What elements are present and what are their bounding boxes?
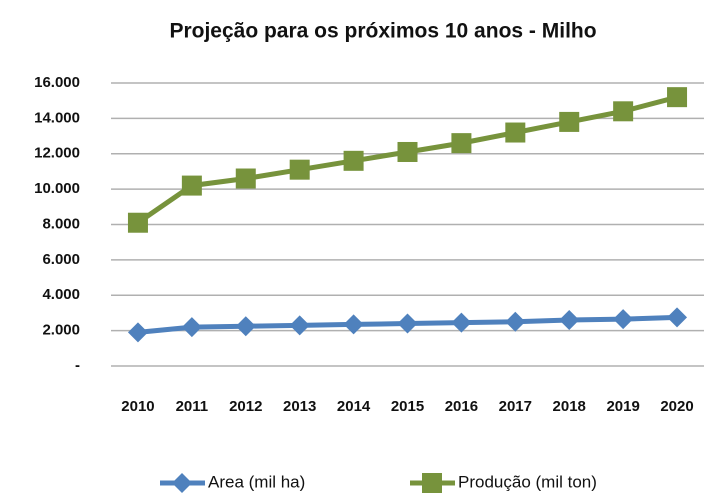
point: [451, 133, 472, 154]
x-tick-label: 2017: [499, 398, 532, 415]
point: [235, 316, 256, 337]
y-tick-label: 16.000: [34, 74, 80, 91]
x-tick-label: 2018: [553, 398, 586, 415]
x-tick-label: 2020: [660, 398, 693, 415]
point: [289, 159, 310, 180]
x-tick-label: 2014: [337, 398, 371, 415]
legend-label: Produção (mil ton): [458, 472, 597, 491]
y-tick-label: 4.000: [42, 286, 80, 303]
x-tick-label: 2016: [445, 398, 478, 415]
point: [181, 175, 202, 196]
point: [559, 310, 580, 331]
x-tick-label: 2019: [606, 398, 639, 415]
point: [289, 315, 310, 336]
point: [397, 141, 418, 162]
point: [613, 101, 634, 122]
x-tick-label: 2013: [283, 398, 316, 415]
y-tick-label: 2.000: [42, 322, 80, 339]
legend-marker: [422, 473, 442, 493]
x-tick-label: 2012: [229, 398, 262, 415]
x-tick-label: 2010: [121, 398, 154, 415]
point: [127, 322, 148, 343]
chart-title: Projeção para os próximos 10 anos - Milh…: [169, 20, 596, 43]
point: [127, 212, 148, 233]
y-tick-label: 6.000: [42, 251, 80, 268]
point: [505, 122, 526, 143]
x-tick-label: 2011: [176, 398, 209, 415]
point: [451, 312, 472, 333]
point: [613, 309, 634, 330]
x-tick-label: 2015: [391, 398, 424, 415]
point: [667, 87, 688, 108]
y-tick-label: 14.000: [34, 109, 80, 126]
y-tick-label: 12.000: [34, 145, 80, 162]
point: [505, 311, 526, 332]
y-tick-label: 8.000: [42, 215, 80, 232]
point: [397, 313, 418, 334]
legend-label: Area (mil ha): [208, 472, 305, 491]
legend-marker: [172, 473, 192, 493]
point: [235, 168, 256, 189]
point: [667, 307, 688, 328]
point: [343, 150, 364, 171]
y-tick-label: -: [75, 357, 80, 374]
point: [343, 314, 364, 335]
point: [181, 317, 202, 338]
point: [559, 111, 580, 132]
y-tick-label: 10.000: [34, 180, 80, 197]
